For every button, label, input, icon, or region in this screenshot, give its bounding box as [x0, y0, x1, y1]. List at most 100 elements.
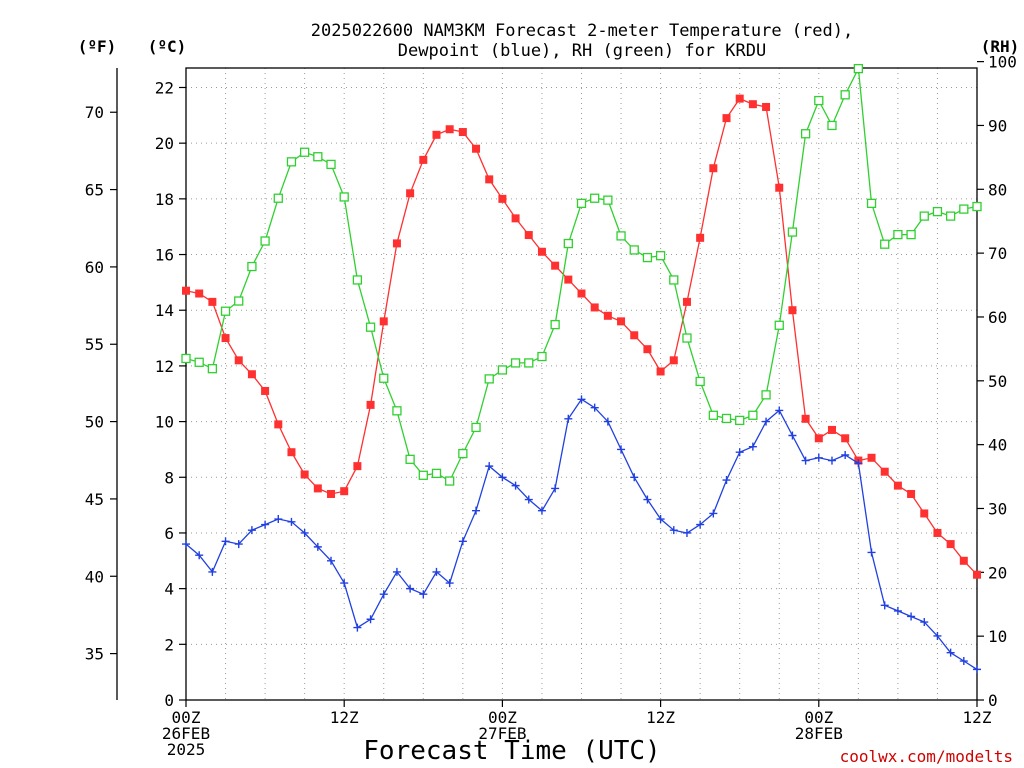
grid-lines [186, 68, 977, 700]
rh-point [392, 406, 402, 416]
dewpoint-point [353, 623, 362, 632]
celsius-tick-label: 2 [164, 635, 174, 654]
temperature-point [946, 540, 955, 549]
fahrenheit-tick-label: 35 [85, 645, 104, 664]
temperature-point [788, 306, 797, 315]
temperature-point [353, 462, 362, 471]
rh-point [893, 229, 903, 240]
rh-point [787, 227, 798, 237]
celsius-tick-label: 10 [155, 413, 174, 432]
dewpoint-point [735, 448, 744, 457]
dewpoint-point [564, 414, 573, 423]
rh-point [524, 358, 534, 368]
dewpoint-point [603, 417, 612, 426]
x-tick-label: 12Z [330, 708, 359, 727]
temperature-point [234, 356, 243, 365]
axes: 35 40 45 50 55 60 65 70 0 2 4 6 8 10 12 14 16 18 20 22 0 10 20… [85, 53, 1017, 759]
temperature-point [682, 297, 691, 306]
temperature-point [933, 528, 942, 537]
dewpoint-point [313, 542, 322, 551]
temperature-point [959, 556, 968, 565]
rh-point [880, 239, 890, 249]
dewpoint-point [524, 495, 533, 504]
dewpoint-point [366, 615, 375, 624]
rh-point [418, 470, 428, 480]
rh-point [339, 192, 349, 202]
rh-point [708, 410, 718, 420]
temperature-point [406, 189, 415, 198]
rh-point [695, 376, 705, 387]
temperature-point [537, 247, 546, 256]
rh-point [945, 211, 956, 221]
dewpoint-point [274, 515, 283, 524]
rh-point [273, 193, 283, 203]
dewpoint-point [195, 551, 204, 560]
dewpoint-point [959, 657, 968, 666]
celsius-tick-label: 4 [164, 580, 174, 599]
celsius-unit-label: (ºC) [148, 37, 187, 56]
dewpoint-point [907, 612, 916, 621]
rh-tick-label: 40 [988, 436, 1007, 455]
temperature-point [630, 331, 639, 340]
rh-point [774, 320, 784, 330]
temperature-point [511, 214, 520, 223]
temperature-point [867, 453, 876, 462]
temperature-point [313, 484, 322, 493]
rh-point [484, 374, 494, 384]
temperature-point [419, 155, 428, 164]
rh-point [234, 296, 244, 306]
celsius-tick-label: 18 [155, 190, 174, 209]
rh-tick-label: 30 [988, 499, 1007, 518]
dewpoint-point [379, 590, 388, 599]
rh-point [313, 152, 323, 162]
fahrenheit-tick-label: 70 [85, 103, 104, 122]
rh-point [286, 157, 297, 167]
temperature-point [551, 261, 560, 270]
rh-tick-label: 0 [988, 691, 998, 710]
x-tick-label: 28FEB [795, 724, 843, 743]
rh-point [853, 63, 863, 74]
temperature-point [379, 317, 388, 326]
dewpoint-point [973, 665, 981, 674]
dewpoint-point [247, 526, 256, 535]
dewpoint-point [208, 567, 217, 576]
dewpoint-point [617, 445, 626, 454]
rh-point [260, 236, 270, 246]
dewpoint-point [709, 509, 718, 518]
celsius-tick-label: 22 [155, 78, 174, 97]
rh-point [352, 275, 363, 285]
celsius-tick-label: 16 [155, 246, 174, 265]
rh-point [919, 211, 929, 221]
temperature-point [182, 286, 190, 295]
rh-point [906, 229, 916, 240]
temperature-point [841, 434, 850, 443]
dewpoint-point [827, 456, 836, 465]
dewpoint-point [261, 520, 270, 529]
rh-point [866, 198, 877, 208]
dewpoint-point [762, 417, 771, 426]
rh-unit-label: (RH) [981, 37, 1020, 56]
temperature-point [762, 102, 771, 111]
rh-point [220, 306, 231, 316]
rh-point [299, 147, 310, 157]
credit-label: coolwx.com/modelts [840, 747, 1013, 766]
rh-point [365, 322, 376, 332]
x-tick-label: 27FEB [478, 724, 526, 743]
rh-point [326, 159, 336, 170]
x-tick-label: 00Z [488, 708, 517, 727]
x-tick-label: 26FEB [162, 724, 210, 743]
rh-point [748, 410, 758, 420]
rh-point [181, 353, 191, 364]
plot-frame [185, 67, 978, 701]
dewpoint-point [485, 462, 494, 471]
dewpoint-point [590, 403, 599, 412]
dewpoint-point [801, 456, 810, 465]
rh-point [616, 231, 626, 241]
temperature-point [617, 317, 626, 326]
dewpoint-point [920, 618, 929, 627]
rh-point [510, 358, 521, 368]
temperature-point [221, 334, 230, 343]
rh-point [247, 261, 257, 272]
x-tick-label: 2025 [167, 740, 206, 759]
